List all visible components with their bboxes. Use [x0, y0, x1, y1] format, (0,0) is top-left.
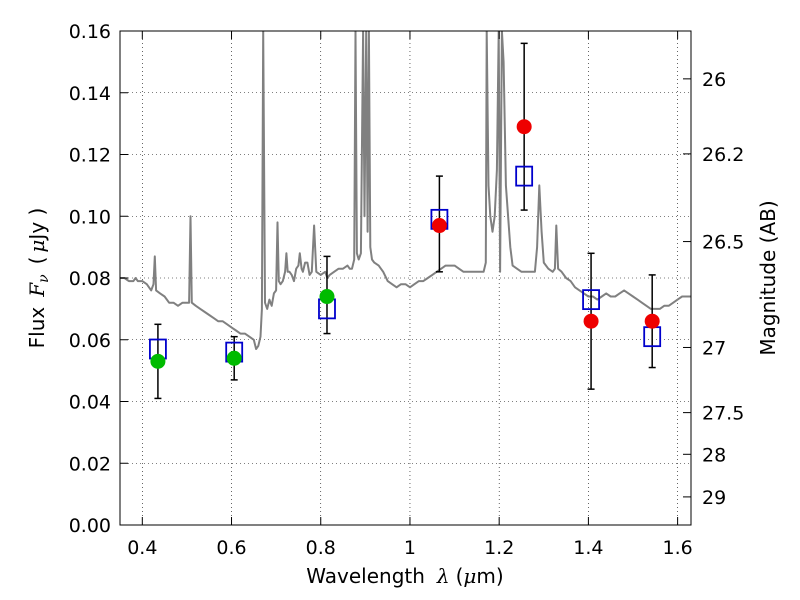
- y-tick-label: 0.06: [69, 330, 111, 352]
- y2-tick-label: 28: [702, 444, 726, 466]
- spectrum-line: [120, 31, 691, 350]
- y-tick-label: 0.12: [69, 145, 111, 167]
- observed-point: [583, 313, 599, 329]
- observed-point: [431, 218, 447, 234]
- y2-tick-label: 27.5: [702, 403, 744, 425]
- y2-tick-label: 26: [702, 69, 726, 91]
- y2-tick-label: 26.5: [702, 232, 744, 254]
- y-axis-label: FluxFν(μJy ): [25, 208, 52, 349]
- x-tick-label: 1.4: [573, 537, 603, 559]
- x-tick-label: 1.6: [663, 537, 693, 559]
- x-axis-label: Wavelength λ (μm): [306, 564, 503, 588]
- x-tick-label: 0.8: [306, 537, 336, 559]
- y2-tick-label: 29: [702, 487, 726, 509]
- y2-tick-label: 27: [702, 337, 726, 359]
- tick-layer: [120, 30, 691, 526]
- observed-point-layer: [150, 119, 660, 369]
- model-box: [582, 289, 600, 311]
- spectrum-layer: [120, 31, 691, 350]
- y-tick-label: 0.02: [69, 453, 111, 475]
- x-tick-label: 1.2: [484, 537, 514, 559]
- y2-tick-label: 26.2: [702, 144, 744, 166]
- y2-tick-labels: 26 26.2 26.5 27 27.5 28 29: [702, 69, 744, 509]
- y-tick-label: 0.00: [69, 515, 111, 537]
- y-tick-label: 0.08: [69, 268, 111, 290]
- y2-axis-label: Magnitude (AB): [756, 200, 780, 355]
- x-tick-labels: 0.4 0.6 0.8 1 1.2 1.4 1.6: [127, 537, 693, 559]
- observed-point: [226, 350, 242, 366]
- x-tick-label: 0.4: [127, 537, 157, 559]
- x-tick-label: 1: [404, 537, 416, 559]
- observed-point: [516, 119, 532, 135]
- y-tick-labels: 0.00 0.02 0.04 0.06 0.08 0.10 0.12 0.14 0.16: [69, 21, 111, 537]
- observed-point: [319, 289, 335, 305]
- y-tick-label: 0.04: [69, 392, 111, 414]
- observed-point: [644, 313, 660, 329]
- observed-point: [150, 353, 166, 369]
- y-tick-label: 0.10: [69, 206, 111, 228]
- y-tick-label: 0.16: [69, 21, 111, 43]
- y-tick-label: 0.14: [69, 83, 111, 105]
- x-tick-label: 0.6: [216, 537, 246, 559]
- model-box: [515, 165, 534, 187]
